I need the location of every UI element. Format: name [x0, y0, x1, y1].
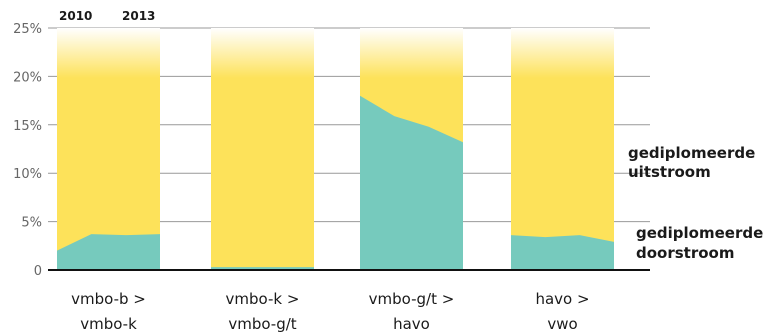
year-label-end: 2013: [122, 9, 155, 23]
series-label-doorstroom: gediplomeerde doorstroom: [636, 224, 763, 262]
series-label-uitstroom: gediplomeerde uitstroom: [628, 144, 755, 181]
series-label-doorstroom-line1: gediplomeerde: [636, 224, 763, 242]
series-label-uitstroom-line2: uitstroom: [628, 163, 711, 181]
y-tick-label-25: 25%: [13, 22, 42, 37]
category-label-3-line2: vwo: [547, 315, 577, 333]
area-doorstroom-2: [360, 95, 463, 270]
category-label-1-line2: vmbo-g/t: [228, 315, 296, 333]
chart-panels: [57, 28, 614, 270]
category-label-2-line1: vmbo-g/t >: [369, 290, 455, 308]
year-label-start: 2010: [59, 9, 92, 23]
category-label-1-line1: vmbo-k >: [226, 290, 300, 308]
y-tick-label-5: 5%: [21, 216, 42, 231]
y-tick-label-10: 10%: [13, 167, 42, 182]
panel-2: [360, 28, 463, 270]
panel-1: [211, 28, 314, 270]
y-tick-label-0: 0: [34, 264, 42, 279]
category-label-2-line2: havo: [393, 315, 430, 333]
panel-top-fade-1: [211, 28, 314, 78]
area-doorstroom-0: [57, 234, 160, 270]
area-doorstroom-3: [511, 235, 614, 270]
category-label-3-line1: havo >: [535, 290, 589, 308]
panel-top-fade-2: [360, 28, 463, 78]
y-tick-label-15: 15%: [13, 119, 42, 134]
category-label-0-line1: vmbo-b >: [71, 290, 146, 308]
panel-3: [511, 28, 614, 270]
series-label-doorstroom-line2: doorstroom: [636, 244, 734, 262]
series-label-uitstroom-line1: gediplomeerde: [628, 144, 755, 162]
y-tick-label-20: 20%: [13, 70, 42, 85]
y-axis-ticks: 0 5% 10% 15% 20% 25%: [13, 22, 42, 279]
panel-top-fade-0: [57, 28, 160, 78]
panel-top-fade-3: [511, 28, 614, 78]
category-label-0-line2: vmbo-k: [80, 315, 137, 333]
category-labels: vmbo-b > vmbo-k vmbo-k > vmbo-g/t vmbo-g/t >…: [71, 290, 589, 333]
panel-0: [57, 28, 160, 270]
